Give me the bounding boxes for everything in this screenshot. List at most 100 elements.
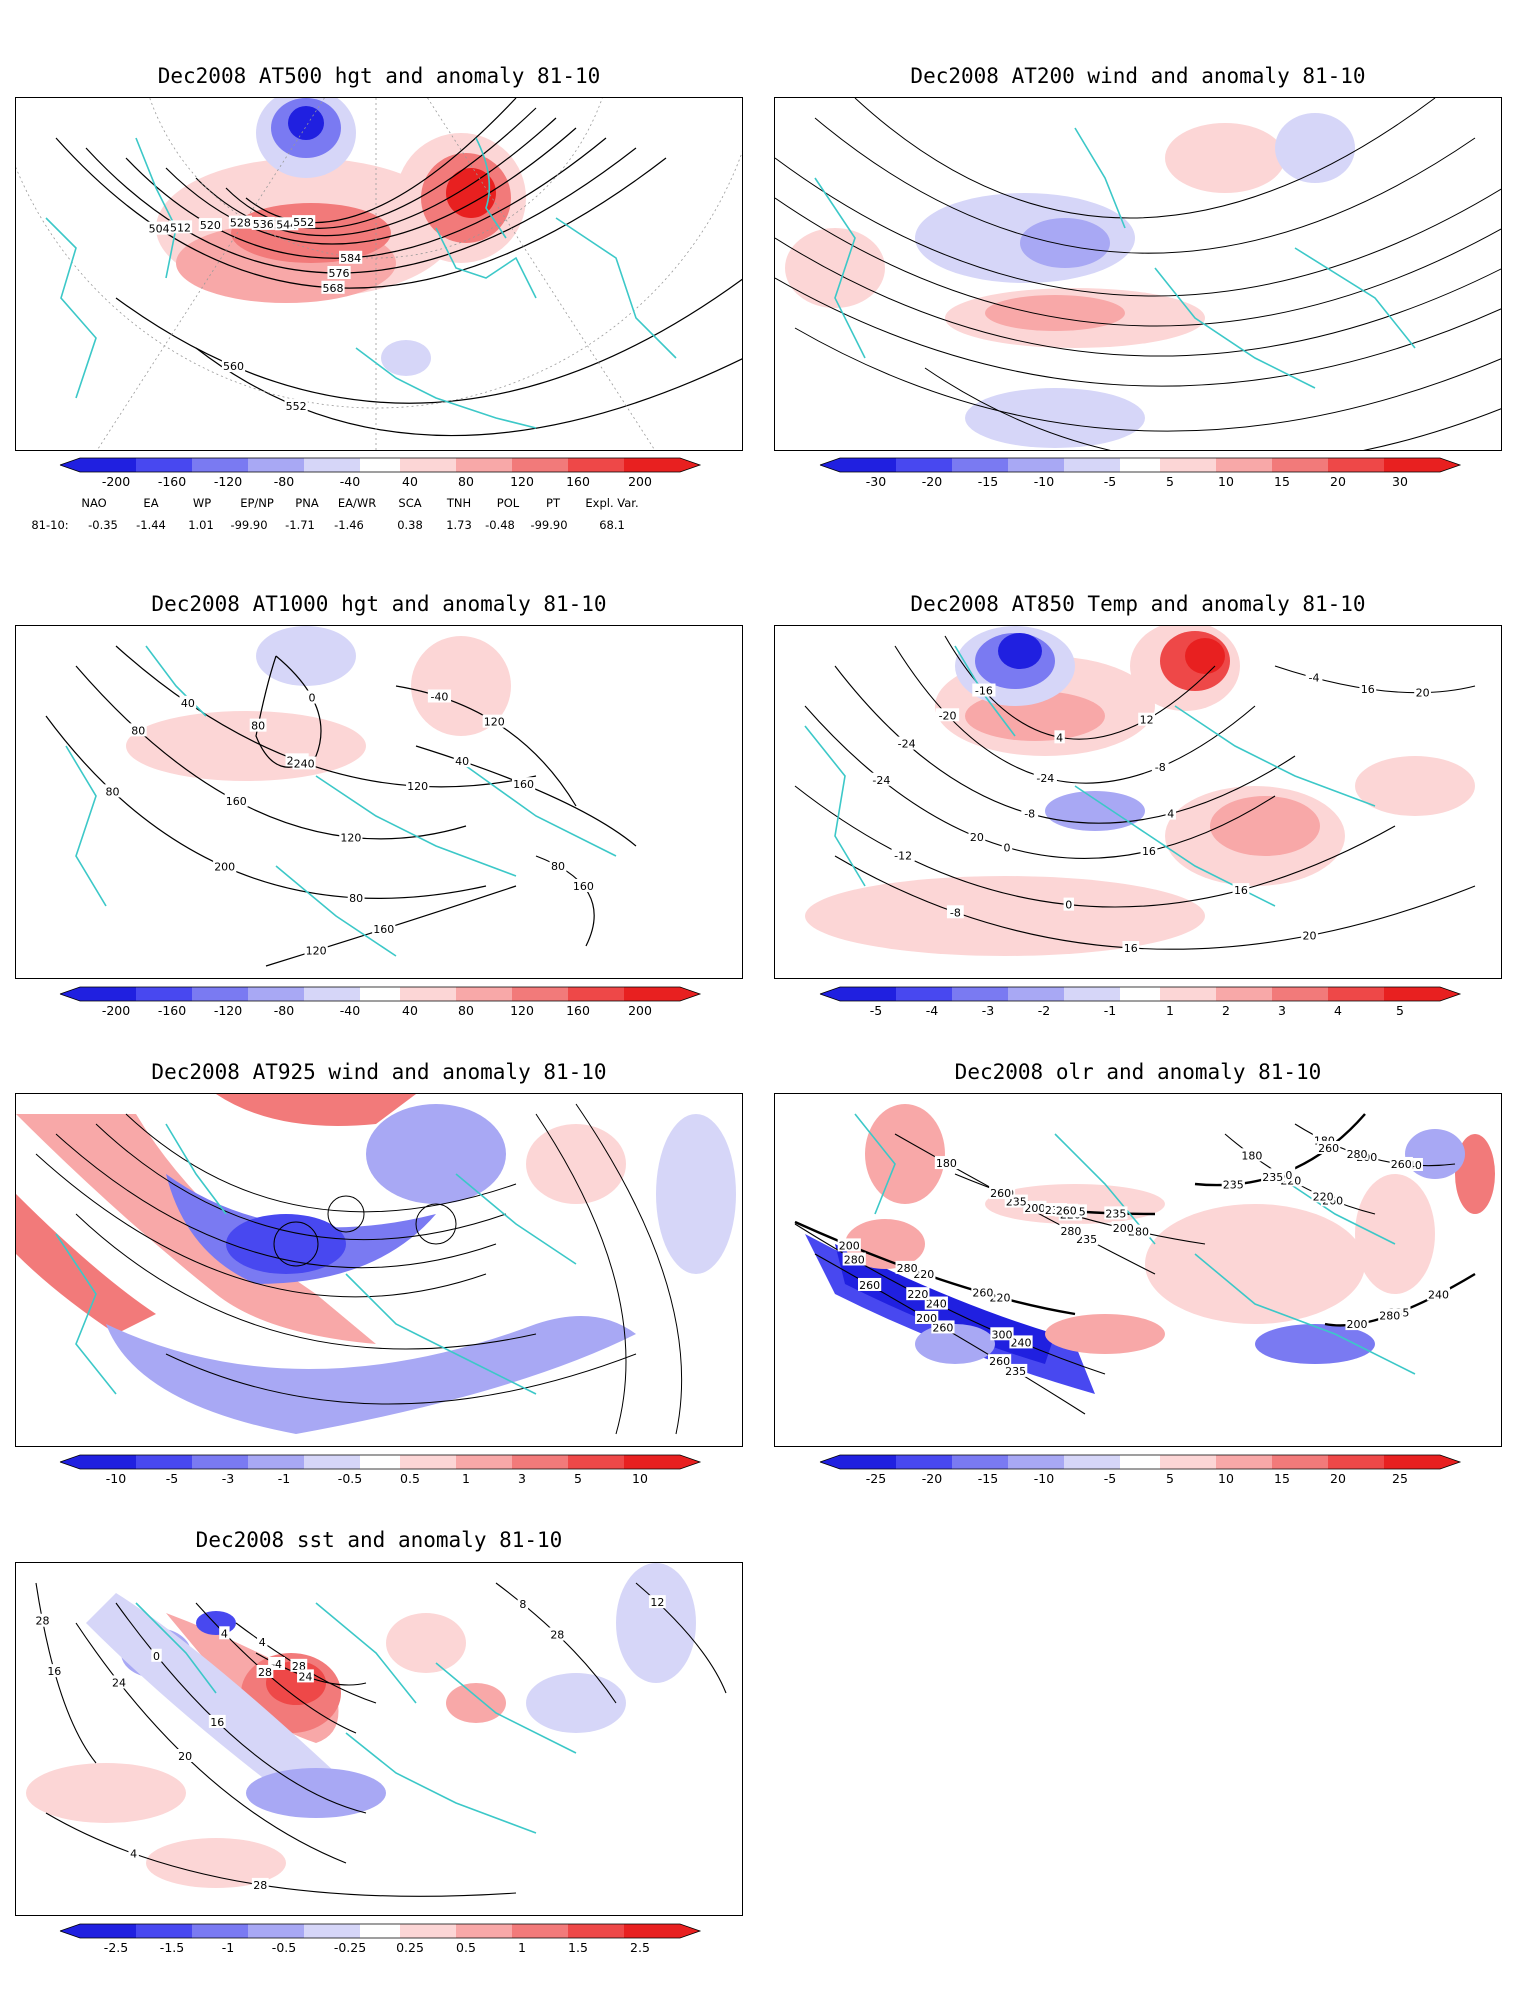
- tele-header: NAO: [81, 496, 107, 510]
- contour-label: 280: [897, 1262, 918, 1275]
- contour-label: 552: [293, 216, 314, 229]
- tele-value: -99.90: [230, 518, 268, 532]
- contour-label-bg: [321, 280, 345, 294]
- tele-value: 0.38: [397, 518, 423, 532]
- contour-label: 300: [991, 1328, 1012, 1341]
- contour-label-bg: [151, 1648, 162, 1662]
- map-frame: 28 24 0 4 4 -4 4 8 12 16 20 16 28 28 24 28 28: [15, 1562, 743, 1916]
- map-title: Dec2008 sst and anomaly 81-10: [195, 1528, 563, 1552]
- contour-label-bg: [1261, 1169, 1285, 1183]
- contour-label: 20: [1303, 930, 1317, 943]
- colorbar-tick: 5: [1396, 1003, 1404, 1018]
- contour-label-bg: [1378, 1308, 1402, 1322]
- contour-label: 200: [1113, 1222, 1134, 1235]
- contour-label: 0: [1065, 899, 1072, 912]
- colorbar-tick: 160: [566, 1003, 590, 1018]
- colorbar-boxes: [59, 1454, 702, 1470]
- colorbar-tick: 10: [1218, 474, 1234, 489]
- contour-labels: 2802601801601801802002002352002402602352…: [837, 1133, 1451, 1378]
- contour-label: 260: [859, 1279, 880, 1292]
- contour-label: 280: [1060, 1225, 1081, 1238]
- colorbar-tick: -5: [1103, 474, 1117, 489]
- contour-label-bg: [176, 1749, 194, 1763]
- colorbar-tick: 1: [1166, 1003, 1174, 1018]
- contour-label-bg: [1151, 760, 1169, 774]
- colorbar-tick: 0.25: [396, 1940, 424, 1955]
- contour-label: 0: [153, 1650, 160, 1663]
- contour-label: 240: [294, 757, 315, 770]
- contour-label: 16: [210, 1716, 224, 1729]
- colorbar-tick: 2: [1222, 1003, 1230, 1018]
- contour-label-bg: [208, 1714, 226, 1728]
- contour-label-bg: [256, 1664, 274, 1678]
- contour-label-bg: [1111, 1221, 1135, 1235]
- contour-label-bg: [648, 1595, 666, 1609]
- contour-label: 16: [47, 1665, 61, 1678]
- colorbar-tick: -15: [977, 1471, 999, 1486]
- contour-label: 240: [926, 1298, 947, 1311]
- contour-label-bg: [1004, 1363, 1028, 1377]
- contour-label-bg: [228, 215, 253, 229]
- contour-label: 120: [407, 780, 428, 793]
- colorbar: -5 -4 -3 -2 -1 1 2 3 4 5: [819, 986, 1462, 1019]
- colorbar-tick: -15: [977, 474, 999, 489]
- contour-label-bg: [213, 859, 237, 873]
- contour-label-bg: [34, 1613, 51, 1627]
- colorbar-tick: 20: [1330, 1471, 1346, 1486]
- contour-label-bg: [906, 1287, 930, 1301]
- contour-label: 552: [286, 400, 307, 413]
- contour-label: 4: [1167, 808, 1174, 821]
- colorbar-tick: -5: [1103, 1471, 1117, 1486]
- contour-label: 240: [1011, 1336, 1032, 1349]
- contour-labels: -24 -24 -20 -16 -12 -8 -4 0 -8 -24 4 0 16 16 16 4 -8 12 16…: [869, 670, 1431, 955]
- map-graphic: [775, 98, 1501, 450]
- contour-label: 28: [36, 1615, 50, 1628]
- contour-label-bg: [219, 1626, 230, 1640]
- contour-label-bg: [1221, 1177, 1245, 1191]
- contour-label-bg: [987, 1354, 1012, 1368]
- contour-label: 280: [844, 1253, 865, 1266]
- tele-header: POL: [496, 496, 520, 510]
- contour-label-bg: [1054, 730, 1065, 744]
- colorbar-tick: -80: [273, 474, 295, 489]
- contour-label: -40: [430, 690, 448, 703]
- colorbar-tick: -1: [221, 1940, 235, 1955]
- colorbar-tick: -10: [105, 1471, 127, 1486]
- map-title: Dec2008 AT200 wind and anomaly 81-10: [910, 64, 1366, 88]
- contour-label-bg: [224, 793, 248, 807]
- colorbar-tick: 5: [1166, 1471, 1174, 1486]
- colorbar-tick: 0.5: [400, 1471, 420, 1486]
- contour-label: 200: [214, 861, 235, 874]
- map-title: Dec2008 AT925 wind and anomaly 81-10: [151, 1060, 607, 1084]
- contour-label: 16: [1361, 683, 1375, 696]
- contour-label-bg: [990, 1327, 1014, 1341]
- colorbar-boxes: [59, 1923, 702, 1939]
- colorbar-tick: 80: [458, 1003, 474, 1018]
- contour-label-bg: [257, 1634, 268, 1648]
- contour-label-bg: [306, 690, 318, 704]
- contour-label: 260: [1056, 1205, 1077, 1218]
- tele-header: TNH: [446, 496, 472, 510]
- contour-label: -4: [1309, 672, 1320, 685]
- contour-label-bg: [1359, 681, 1377, 695]
- contour-label-bg: [1389, 1156, 1413, 1170]
- contour-label-bg: [1009, 1335, 1033, 1349]
- map-title: Dec2008 AT500 hgt and anomaly 81-10: [157, 64, 601, 88]
- contour-label: 28: [258, 1666, 272, 1679]
- contour-label: 40: [181, 697, 195, 710]
- contour-label-bg: [482, 714, 506, 728]
- contour-label-bg: [251, 1877, 269, 1891]
- contour-label-bg: [891, 848, 915, 862]
- contour-label-bg: [1345, 1317, 1369, 1331]
- contour-label: 12: [650, 1596, 664, 1609]
- tele-value: 68.1: [599, 518, 625, 532]
- colorbar-tick: -160: [157, 1003, 187, 1018]
- contour-label-bg: [517, 1597, 529, 1611]
- colorbar-tick: -0.25: [333, 1940, 367, 1955]
- colorbar-tick: 40: [402, 474, 418, 489]
- contour-label: 512: [170, 221, 191, 234]
- contour-label: 520: [200, 219, 221, 232]
- contour-label: 200: [839, 1239, 860, 1252]
- tele-header: EA: [143, 496, 159, 510]
